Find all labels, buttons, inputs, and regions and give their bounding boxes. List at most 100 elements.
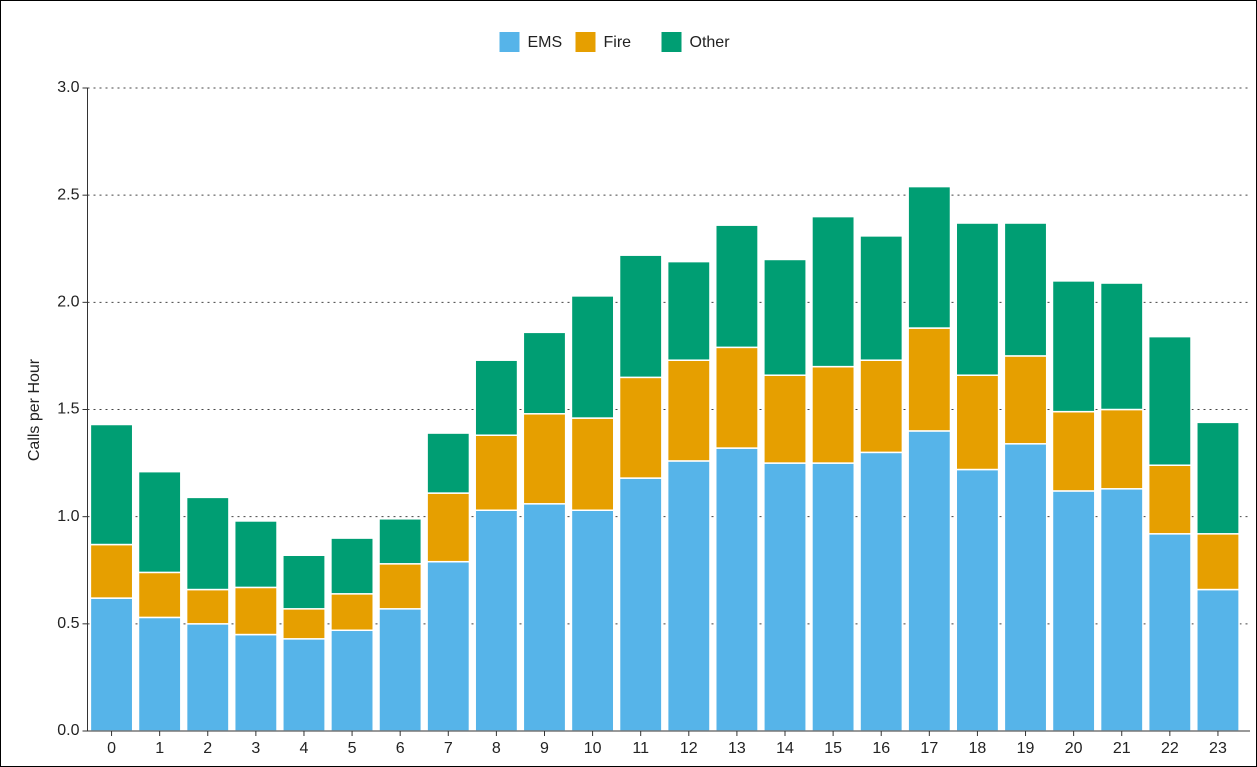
- bar-segment: [1147, 464, 1192, 535]
- bar-segment: [666, 460, 711, 732]
- y-axis-label: Calls per Hour: [26, 358, 43, 461]
- bar-segment: [185, 496, 230, 591]
- x-tick-label: 16: [872, 740, 890, 757]
- y-tick-label: 1.5: [57, 401, 79, 418]
- y-tick-label: 0.5: [57, 615, 79, 632]
- bar-segment: [282, 554, 326, 610]
- bar-segment: [570, 295, 615, 419]
- bar-segment: [1003, 443, 1048, 732]
- bar-segment: [955, 222, 1000, 376]
- y-tick-label: 0.0: [57, 722, 79, 739]
- x-tick-label: 1: [155, 740, 164, 757]
- x-tick-label: 4: [300, 740, 309, 757]
- x-tick-label: 5: [348, 740, 357, 757]
- x-tick-label: 0: [107, 740, 116, 757]
- bar-segment: [955, 374, 1000, 471]
- bar-segment: [907, 185, 952, 329]
- bar-segment: [1099, 282, 1144, 411]
- bar-segment: [426, 432, 471, 494]
- bar-segment: [859, 359, 904, 454]
- bar-segment: [859, 451, 904, 732]
- bar-segment: [1051, 280, 1096, 413]
- x-tick-label: 19: [1017, 740, 1035, 757]
- x-tick-label: 10: [584, 740, 602, 757]
- x-tick-label: 22: [1161, 740, 1179, 757]
- x-tick-label: 15: [824, 740, 842, 757]
- bar-segment: [1147, 533, 1192, 732]
- legend-label: Fire: [604, 34, 632, 51]
- bar-segment: [763, 374, 807, 464]
- bar-segment: [378, 563, 423, 610]
- bar-segment: [618, 477, 663, 732]
- bar-segment: [714, 224, 759, 349]
- bar-segment: [522, 413, 567, 505]
- x-tick-label: 7: [444, 740, 453, 757]
- bar-segment: [89, 597, 134, 732]
- legend-swatch: [575, 32, 596, 52]
- bar-segment: [763, 258, 807, 376]
- bar-segment: [1196, 588, 1240, 732]
- bar-segment: [955, 468, 1000, 732]
- y-tick-label: 3.0: [57, 79, 79, 96]
- bar-segment: [907, 430, 952, 732]
- bar-segment: [1147, 335, 1192, 466]
- bar-segment: [137, 616, 182, 732]
- bar-segment: [1196, 421, 1240, 535]
- bar-segment: [330, 629, 374, 732]
- x-tick-label: 14: [776, 740, 794, 757]
- x-tick-label: 18: [969, 740, 987, 757]
- bar-segment: [1051, 410, 1096, 492]
- bar-segment: [522, 331, 567, 415]
- x-tick-label: 11: [632, 740, 649, 757]
- bar-segment: [907, 327, 952, 432]
- bar-segment: [811, 365, 856, 464]
- x-tick-label: 9: [540, 740, 549, 757]
- x-tick-label: 6: [396, 740, 405, 757]
- bar-segment: [714, 346, 759, 449]
- x-tick-label: 23: [1209, 740, 1227, 757]
- bar-segment: [137, 571, 182, 619]
- bar-segment: [522, 503, 567, 732]
- x-tick-label: 13: [728, 740, 746, 757]
- bar-segment: [233, 633, 278, 732]
- bar-segment: [811, 462, 856, 732]
- bar-segment: [378, 518, 423, 565]
- bar-segment: [233, 586, 278, 636]
- y-tick-label: 2.5: [57, 186, 79, 203]
- bar-segment: [233, 520, 278, 589]
- legend-label: Other: [690, 34, 731, 51]
- bar-segment: [330, 593, 374, 632]
- x-tick-label: 17: [920, 740, 938, 757]
- bar-segment: [666, 260, 711, 361]
- bar-segment: [859, 235, 904, 361]
- bar-segment: [1003, 355, 1048, 445]
- bar-segment: [811, 215, 856, 368]
- x-tick-label: 20: [1065, 740, 1083, 757]
- bar-segment: [618, 254, 663, 379]
- bar-segment: [618, 376, 663, 479]
- bar-segment: [714, 447, 759, 732]
- bar-segment: [89, 543, 134, 599]
- bar-segment: [570, 509, 615, 732]
- bar-segment: [666, 359, 711, 462]
- y-tick-label: 2.0: [57, 294, 79, 311]
- bar-segment: [474, 509, 519, 732]
- bar-segment: [282, 638, 326, 732]
- x-tick-label: 3: [251, 740, 260, 757]
- x-tick-label: 8: [492, 740, 501, 757]
- bar-segment: [474, 434, 519, 511]
- bar-segment: [763, 462, 807, 732]
- x-tick-label: 21: [1113, 740, 1131, 757]
- bar-segment: [378, 608, 423, 732]
- bar-segment: [1051, 490, 1096, 732]
- bar-segment: [1099, 408, 1144, 490]
- bar-segment: [282, 608, 326, 640]
- bar-segment: [185, 623, 230, 732]
- bar-segment: [330, 537, 374, 595]
- bar-segment: [137, 470, 182, 574]
- bar-segment: [474, 359, 519, 436]
- legend-swatch: [661, 32, 682, 52]
- legend-label: EMS: [528, 34, 563, 51]
- bar-segment: [1003, 222, 1048, 357]
